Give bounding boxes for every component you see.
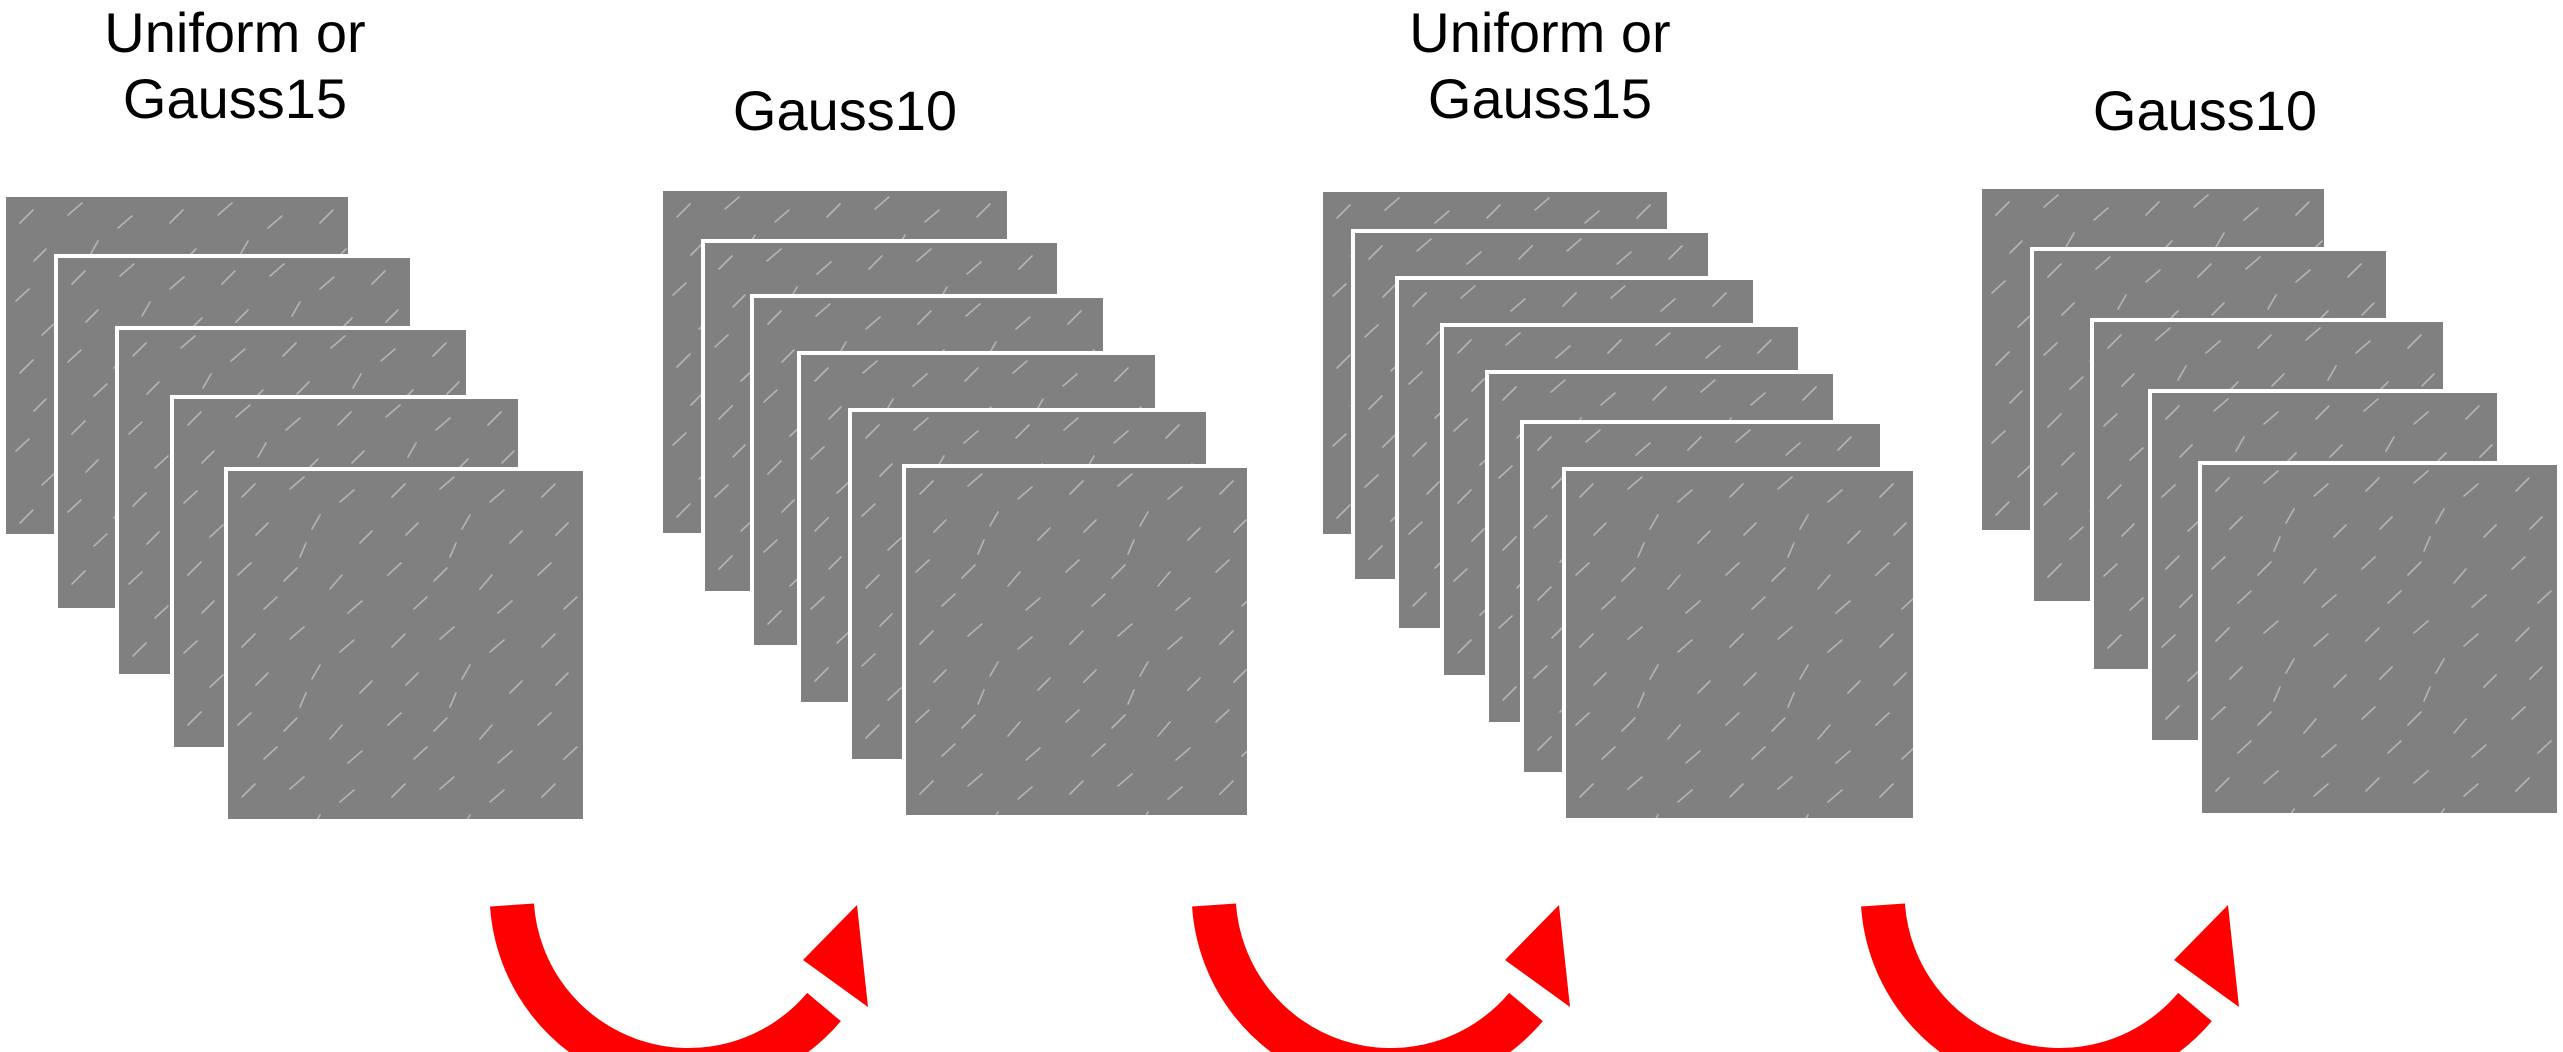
stack-label-4-line2: Gauss10: [2092, 79, 2318, 142]
stack-label-3-line1: Uniform or: [1409, 1, 1671, 64]
curved-arrow-icon: [512, 905, 868, 1052]
curved-arrow-icon: [1883, 905, 2239, 1052]
stack-label-2-line2: Gauss10: [732, 79, 958, 142]
stack-label-1-line1: Uniform or: [104, 1, 366, 64]
stack-label-1: Uniform or Gauss15: [0, 0, 470, 132]
stack-label-3-line2: Gauss15: [1427, 67, 1653, 130]
stack-label-1-line2: Gauss15: [122, 67, 348, 130]
stack-label-3: Uniform or Gauss15: [1305, 0, 1775, 132]
curved-arrow-icon: [1214, 905, 1570, 1052]
stimulus-frame: [902, 464, 1251, 819]
stimulus-frame: [1562, 467, 1917, 822]
stack-label-4: Gauss10: [1980, 78, 2430, 144]
stack-label-2: Gauss10: [620, 78, 1070, 144]
stimulus-frame: [224, 467, 587, 823]
stimulus-frame: [2198, 461, 2561, 817]
